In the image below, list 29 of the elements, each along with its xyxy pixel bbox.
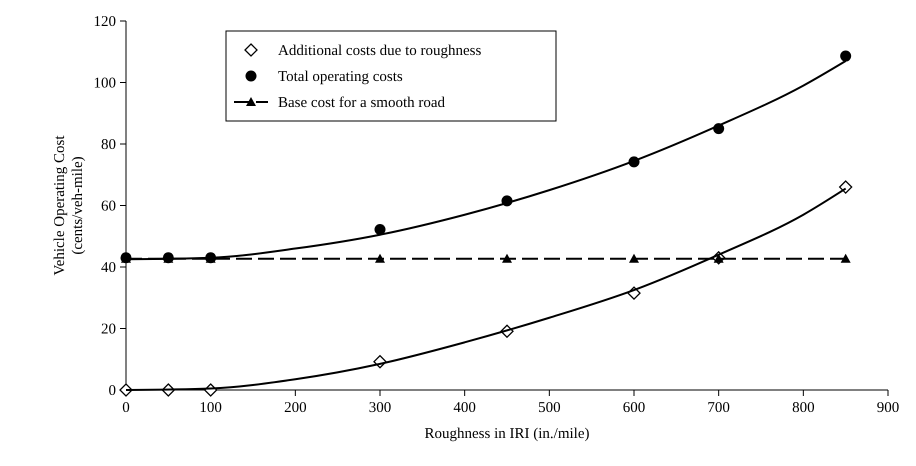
y-tick-label: 80: [101, 137, 116, 153]
y-tick-label: 40: [101, 260, 116, 276]
y-tick-label: 120: [94, 14, 116, 30]
point: [375, 254, 385, 263]
point: [502, 254, 512, 263]
point: [374, 224, 386, 235]
y-tick-label: 0: [108, 383, 116, 399]
y-axis-title: Vehicle Operating Cost (cents/veh-mile): [52, 134, 86, 276]
legend-label: Total operating costs: [278, 69, 403, 85]
y-tick-label: 20: [101, 322, 116, 338]
legend-label: Additional costs due to roughness: [278, 43, 482, 59]
x-tick-label: 300: [368, 400, 392, 416]
point: [839, 180, 852, 194]
y-tick-label: 100: [94, 76, 116, 92]
x-tick-label: 800: [792, 400, 815, 416]
point: [840, 254, 851, 263]
y-tick-label: 60: [101, 198, 116, 214]
x-tick-label: 700: [707, 400, 730, 416]
x-axis-title: Roughness in IRI (in./mile): [424, 426, 590, 442]
x-tick-label: 900: [876, 400, 900, 416]
legend-label: Base cost for a smooth road: [278, 95, 446, 111]
point: [840, 50, 852, 62]
x-tick-label: 100: [199, 400, 222, 416]
x-tick-label: 600: [622, 400, 646, 416]
x-tick-label: 200: [284, 400, 307, 416]
x-tick-label: 500: [538, 400, 561, 416]
point: [629, 254, 639, 263]
x-tick-label: 400: [453, 400, 476, 416]
x-tick-label: 0: [122, 400, 130, 416]
